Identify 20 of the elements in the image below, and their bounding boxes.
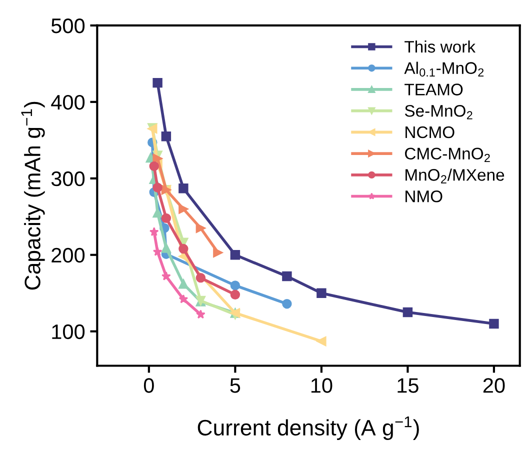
x-tick-label: 10 [311,378,332,393]
x-tick-label: 15 [398,378,418,393]
y-axis-title: Capacity (mAh g$^{−1}$) [21,102,45,290]
legend-label: Se-MnO$_{2}$ [404,104,472,120]
legend-label: This work [404,40,476,53]
legend-label: NMO [406,190,442,202]
y-tick-label: 300 [51,171,85,186]
y-tick-label: 500 [51,18,85,34]
legend-label: TEAMO [404,84,463,96]
y-tick-label: 100 [52,324,85,340]
legend-label: CMC-MnO$_{2}$ [405,148,490,162]
x-axis-title: Current density (A g$^{−1}$) [198,416,419,440]
legend-label: Al$_{0.1}$-MnO$_{2}$ [404,62,484,77]
y-tick-label: 400 [51,94,85,110]
x-tick-label: 5 [230,378,240,393]
y-tick-label: 200 [52,248,85,263]
legend-label: MnO$_{2}$/MXene [406,168,504,184]
x-tick-label: 20 [483,378,505,393]
x-tick-label: 0 [144,378,154,393]
legend-label: NCMO [406,126,454,138]
